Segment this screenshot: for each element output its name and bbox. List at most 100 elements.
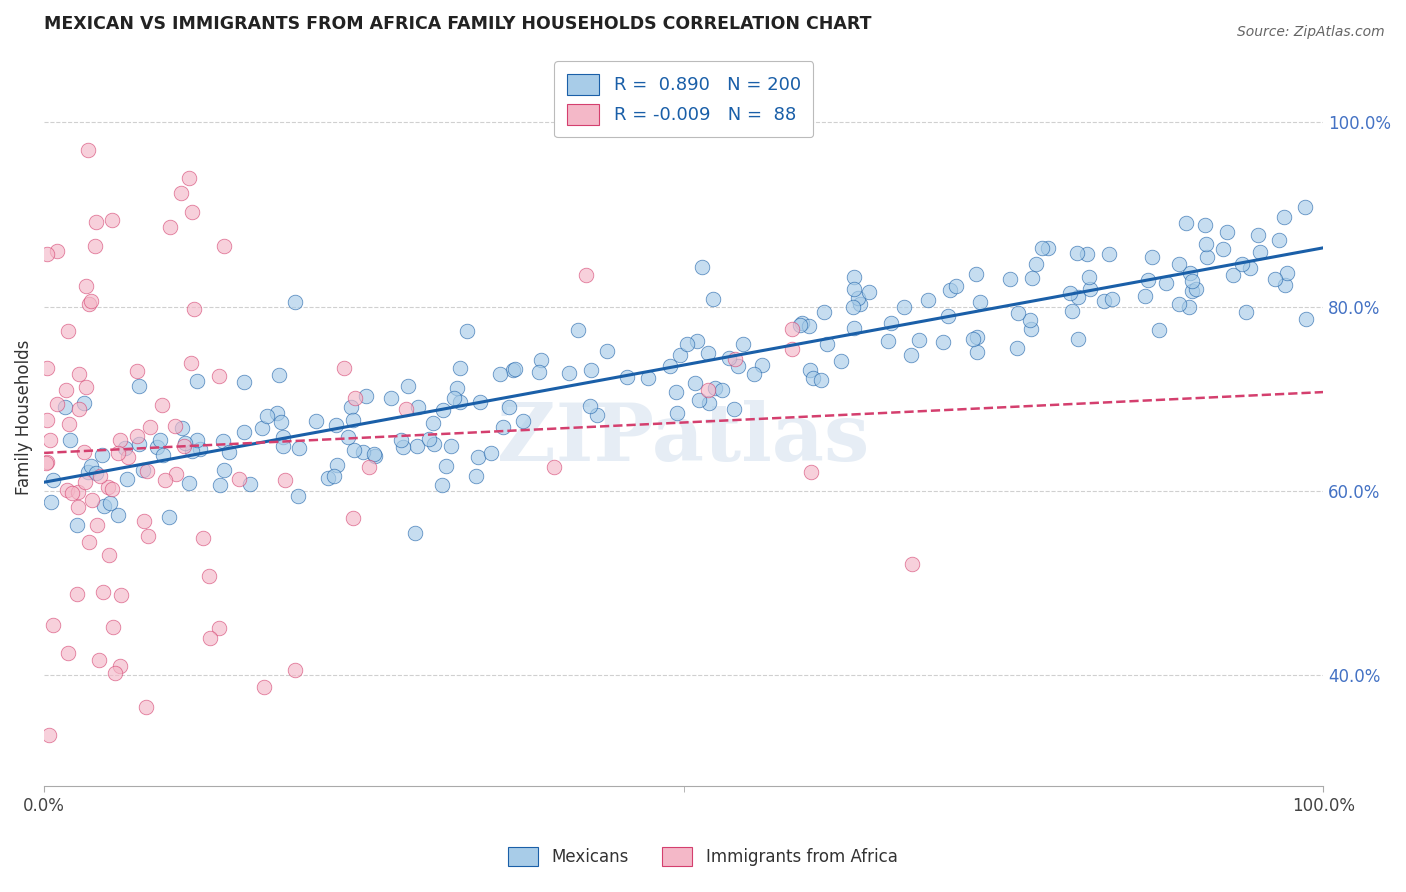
Point xyxy=(751,358,773,372)
Point xyxy=(718,351,741,366)
Point xyxy=(80,294,103,309)
Point xyxy=(446,381,468,395)
Point xyxy=(575,268,598,283)
Point xyxy=(91,448,114,462)
Point xyxy=(73,445,96,459)
Point xyxy=(503,362,526,376)
Point xyxy=(1272,211,1295,225)
Point xyxy=(128,378,150,392)
Point xyxy=(42,617,65,632)
Point xyxy=(172,420,194,434)
Point xyxy=(723,402,745,417)
Point xyxy=(440,439,463,453)
Point xyxy=(810,373,832,387)
Point xyxy=(1078,270,1101,285)
Point xyxy=(1247,228,1270,243)
Point xyxy=(432,403,454,417)
Point xyxy=(42,473,65,487)
Point xyxy=(688,393,710,408)
Point xyxy=(218,445,240,459)
Point xyxy=(157,510,180,524)
Point xyxy=(67,368,90,382)
Point xyxy=(464,468,486,483)
Point xyxy=(183,301,205,316)
Point xyxy=(665,385,688,400)
Point xyxy=(690,260,713,274)
Point xyxy=(380,392,402,406)
Point xyxy=(1059,285,1081,300)
Point xyxy=(80,492,103,507)
Point xyxy=(406,400,429,414)
Point xyxy=(1180,266,1202,280)
Point xyxy=(177,171,200,186)
Point xyxy=(316,470,339,484)
Point xyxy=(1167,297,1189,311)
Point xyxy=(165,467,187,481)
Point xyxy=(271,439,294,453)
Point xyxy=(35,412,58,426)
Point xyxy=(389,433,412,447)
Point xyxy=(67,485,90,500)
Point xyxy=(58,324,80,338)
Point xyxy=(489,368,512,382)
Point xyxy=(67,500,90,515)
Point xyxy=(84,239,107,253)
Point xyxy=(1007,305,1029,319)
Point xyxy=(132,514,155,528)
Point xyxy=(1222,268,1244,282)
Point xyxy=(343,442,366,457)
Point xyxy=(704,381,727,395)
Point xyxy=(683,376,706,390)
Point xyxy=(181,443,204,458)
Point xyxy=(422,416,444,430)
Point xyxy=(271,430,294,444)
Point xyxy=(107,446,129,460)
Point xyxy=(842,320,865,334)
Point xyxy=(46,244,69,258)
Point xyxy=(917,293,939,307)
Point xyxy=(676,337,699,351)
Point xyxy=(908,333,931,347)
Point xyxy=(208,621,231,635)
Point xyxy=(449,395,471,409)
Point xyxy=(1092,293,1115,308)
Point xyxy=(1264,272,1286,286)
Point xyxy=(710,383,733,397)
Point xyxy=(780,342,803,356)
Point xyxy=(138,529,160,543)
Point xyxy=(188,442,211,457)
Point xyxy=(727,359,749,373)
Point xyxy=(364,449,387,463)
Point xyxy=(1275,266,1298,280)
Point xyxy=(742,368,765,382)
Point xyxy=(1180,274,1202,288)
Point xyxy=(846,291,869,305)
Point xyxy=(527,365,550,379)
Point xyxy=(342,510,364,524)
Point xyxy=(150,398,173,412)
Point xyxy=(1140,250,1163,264)
Point xyxy=(945,278,967,293)
Point xyxy=(131,463,153,477)
Point xyxy=(443,392,465,406)
Point xyxy=(900,347,922,361)
Point xyxy=(77,534,100,549)
Point xyxy=(579,363,602,377)
Point xyxy=(165,419,187,434)
Point xyxy=(1274,278,1296,293)
Point xyxy=(55,383,77,397)
Point xyxy=(966,344,988,359)
Point xyxy=(110,659,132,673)
Point xyxy=(146,440,169,454)
Point xyxy=(354,389,377,403)
Point xyxy=(877,334,900,348)
Point xyxy=(479,446,502,460)
Point xyxy=(186,433,208,447)
Point xyxy=(155,473,177,487)
Point xyxy=(813,305,835,319)
Point xyxy=(962,333,984,347)
Point xyxy=(1181,285,1204,299)
Point xyxy=(100,213,122,227)
Point xyxy=(1067,290,1090,304)
Point xyxy=(1177,300,1199,314)
